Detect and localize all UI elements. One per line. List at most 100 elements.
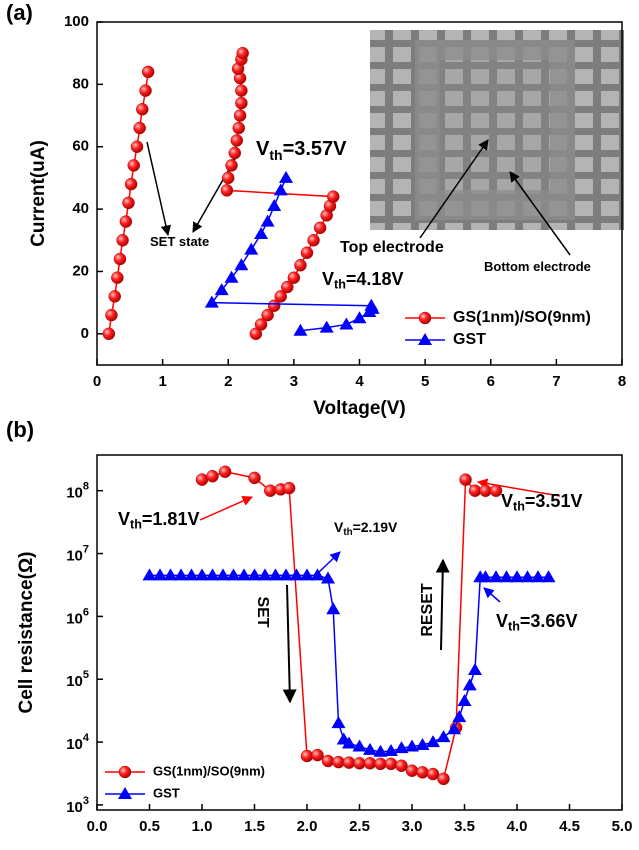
tick-exponent: 8 (83, 481, 89, 493)
annotation: Bottom electrode (484, 259, 591, 274)
annotation-part: =2.19V (353, 519, 398, 535)
x-tick-label: 4.0 (507, 818, 528, 835)
marker (405, 739, 419, 752)
marker (122, 196, 135, 210)
tick-exponent: 4 (83, 732, 90, 744)
annotation-part: th (508, 620, 520, 634)
tick-exponent: 3 (83, 795, 89, 807)
marker (204, 295, 219, 308)
marker (268, 568, 283, 581)
marker (384, 744, 398, 757)
tick-exponent: 6 (83, 606, 89, 618)
marker (225, 159, 238, 172)
marker (307, 234, 320, 247)
legend-label: GS(1nm)/SO(9nm) (153, 763, 265, 778)
marker (174, 568, 188, 581)
x-tick-label: 5.0 (612, 818, 633, 835)
tick-base: 10 (66, 673, 83, 690)
annotation-part: th (130, 518, 142, 532)
annotation: RESET (419, 583, 436, 637)
marker (205, 568, 220, 581)
marker (447, 722, 461, 735)
marker (339, 317, 354, 330)
marker (260, 214, 275, 227)
marker (311, 748, 324, 762)
marker (116, 234, 129, 247)
marker (394, 741, 409, 754)
annotation: Vth=3.66V (496, 611, 577, 634)
marker (108, 290, 121, 303)
marker (237, 568, 251, 581)
annotation-part: Bottom electrode (484, 259, 591, 274)
tick-base: 10 (66, 799, 83, 816)
marker (142, 568, 157, 581)
x-tick-label: 0.5 (139, 818, 160, 835)
legend-label: GS(1nm)/SO(9nm) (453, 309, 591, 326)
annotation: Top electrode (340, 239, 444, 256)
marker (206, 469, 219, 483)
marker (136, 103, 149, 116)
marker (133, 121, 146, 135)
annotation-part: V (496, 611, 508, 631)
marker (468, 484, 482, 497)
marker (373, 744, 388, 757)
marker (163, 568, 178, 581)
tick-base: 10 (66, 548, 83, 565)
marker (232, 121, 245, 135)
marker (310, 568, 325, 581)
marker (233, 109, 247, 122)
marker (105, 308, 118, 322)
marker (510, 570, 524, 583)
x-axis-label: Voltage(V) (313, 398, 406, 419)
annotation: Vth=3.51V (501, 491, 582, 514)
marker (326, 602, 341, 615)
marker (244, 242, 259, 255)
marker (489, 570, 503, 583)
annotation-part: SET state (150, 234, 209, 249)
marker (254, 227, 269, 240)
x-tick-label: 4 (355, 373, 364, 390)
marker (321, 754, 335, 768)
y-tick-label: 40 (72, 200, 89, 217)
marker (418, 333, 432, 345)
annotation-part: V (501, 491, 513, 511)
marker (352, 739, 367, 752)
annotation-part: =3.66V (520, 611, 578, 631)
marker (279, 568, 293, 581)
marker (226, 568, 241, 581)
marker (118, 787, 132, 799)
marker (374, 757, 387, 771)
marker (141, 65, 155, 79)
marker (235, 84, 248, 97)
tick-base: 10 (66, 610, 83, 627)
annotation-part: =4.18V (346, 269, 404, 289)
marker (236, 46, 249, 60)
tick-exponent: 7 (83, 543, 89, 555)
marker (294, 258, 307, 272)
x-tick-label: 3.0 (402, 818, 423, 835)
marker (342, 736, 356, 749)
marker (130, 140, 144, 153)
marker (216, 568, 230, 581)
plot (142, 465, 556, 786)
marker (214, 283, 229, 296)
x-tick-label: 0.0 (87, 818, 108, 835)
y-tick-label: 20 (72, 262, 89, 279)
marker (220, 184, 234, 197)
marker (313, 221, 327, 235)
annotation-part: SET (254, 596, 271, 627)
marker (267, 299, 281, 313)
marker (541, 570, 556, 583)
annotation-part: RESET (419, 583, 436, 637)
annotation-part: =3.51V (525, 491, 583, 511)
marker (127, 159, 140, 172)
marker (234, 258, 249, 271)
annotation: SET (254, 596, 271, 627)
marker (499, 570, 514, 583)
x-tick-label: 2.0 (297, 818, 318, 835)
x-tick-label: 6 (487, 373, 495, 390)
marker (264, 484, 277, 497)
marker (300, 749, 314, 763)
marker (321, 571, 335, 584)
annotation: SET state (150, 234, 209, 249)
